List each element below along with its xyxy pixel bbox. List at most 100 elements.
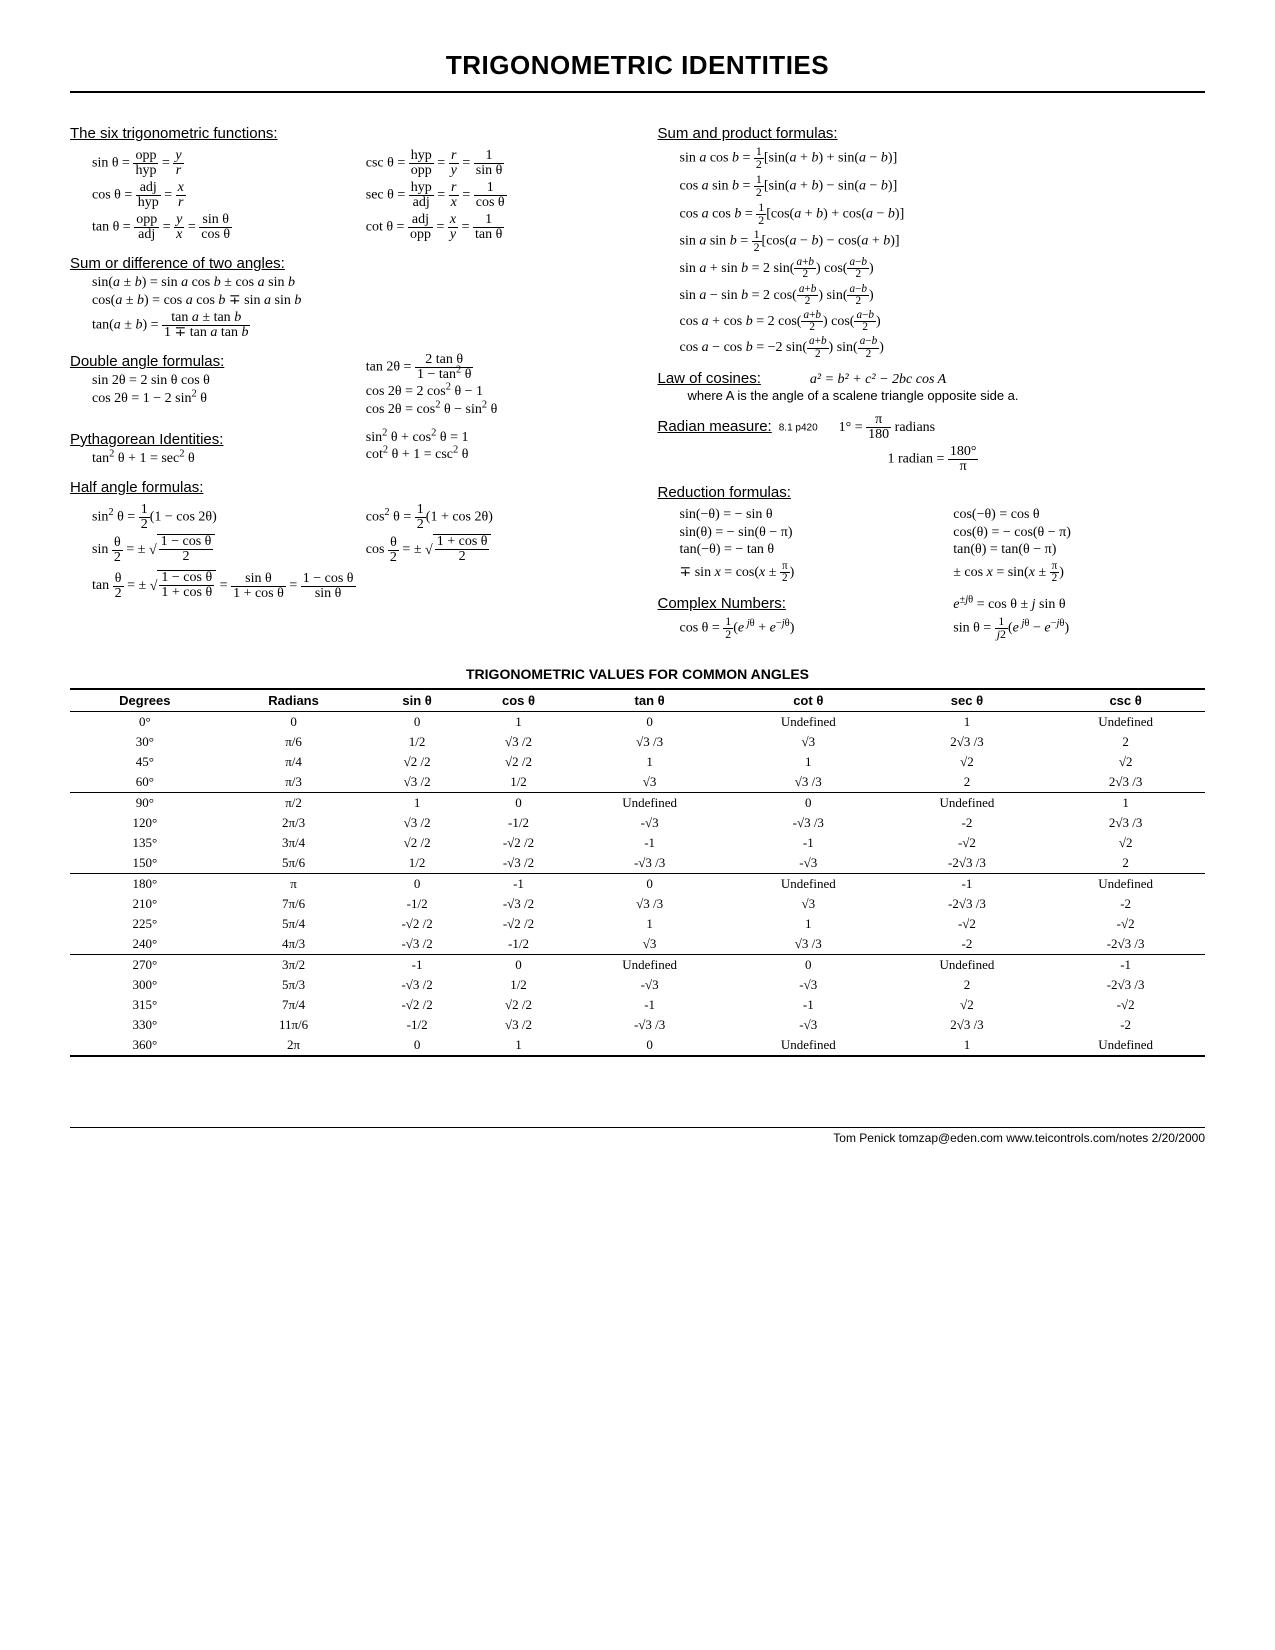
table-cell: √3 [729,732,888,752]
table-cell: √3 /2 [467,732,571,752]
table-cell: 0 [467,955,571,976]
eq-law-cos: a² = b² + c² − 2bc cos A [810,372,946,387]
section-six-functions: The six trigonometric functions: [70,125,618,142]
table-cell: 2√3 /3 [1046,813,1205,833]
radian-ref: 8.1 p420 [779,423,818,434]
eq-sin-half: sin θ2 = ± 1 − cos θ2 [92,535,344,565]
table-cell: 1 [729,752,888,772]
section-double: Double angle formulas: [70,353,344,370]
table-cell: √2 /2 [467,995,571,1015]
table-cell: 11π/6 [220,1015,368,1035]
table-cell: -√3 /2 [467,894,571,914]
table-cell: -1 [367,955,466,976]
table-header: tan θ [570,689,729,712]
table-cell: -√2 [1046,995,1205,1015]
eq-cos-apb: cos(a ± b) = cos a cos b ∓ sin a sin b [92,294,618,309]
table-cell: Undefined [570,793,729,814]
eq-rad-to-deg: 1 radian = 180°π [888,445,1206,474]
table-cell: π/3 [220,772,368,793]
table-cell: -2 [888,813,1047,833]
table-cell: 150° [70,853,220,874]
section-sum-diff: Sum or difference of two angles: [70,255,618,272]
table-cell: π/6 [220,732,368,752]
table-cell: -1 [729,995,888,1015]
eq-sin: sin θ = opphyp = yr [92,149,344,178]
table-cell: π/2 [220,793,368,814]
table-cell: 2√3 /3 [888,1015,1047,1035]
table-cell: -√3 /3 [570,853,729,874]
eq-tan-apb: tan(a ± b) = tan a ± tan b1 ∓ tan a tan … [92,311,618,340]
eq-red3: tan(−θ) = − tan θ [680,543,932,558]
table-cell: √2 /2 [367,752,466,772]
eq-sin2-cos2: sin2 θ + cos2 θ = 1 [366,431,618,446]
eq-cos2t-c: cos 2θ = cos2 θ − sin2 θ [366,403,618,418]
table-cell: 0° [70,712,220,733]
eq-cot: cot θ = adjopp = xy = 1tan θ [366,213,618,242]
table-cell: -√3 /3 [729,813,888,833]
eq-tan-half: tan θ2 = ± 1 − cos θ1 + cos θ = sin θ1 +… [92,571,618,601]
right-column: Sum and product formulas: sin a cos b = … [658,115,1206,644]
table-row: 45°π/4√2 /2√2 /211√2√2 [70,752,1205,772]
eq-sp3: cos a cos b = 12[cos(a + b) + cos(a − b)… [680,202,1206,227]
eq-cos-half: cos θ2 = ± 1 + cos θ2 [366,535,618,565]
table-cell: -√3 /2 [367,934,466,955]
eq-sp2: cos a sin b = 12[sin(a + b) − sin(a − b)… [680,174,1206,199]
table-cell: 2 [888,975,1047,995]
table-cell: 45° [70,752,220,772]
table-cell: √3 /2 [367,813,466,833]
table-cell: -1/2 [467,934,571,955]
eq-euler: e±jθ = cos θ ± j sin θ [953,598,1205,613]
left-column: The six trigonometric functions: sin θ =… [70,115,618,644]
table-cell: √2 [1046,833,1205,853]
table-cell: 3π/2 [220,955,368,976]
table-cell: 1/2 [467,772,571,793]
table-row: 360°2π010Undefined1Undefined [70,1035,1205,1056]
table-cell: 135° [70,833,220,853]
section-complex: Complex Numbers: [658,595,786,612]
table-row: 210°7π/6-1/2-√3 /2√3 /3√3-2√3 /3-2 [70,894,1205,914]
table-row: 135°3π/4√2 /2-√2 /2-1-1-√2√2 [70,833,1205,853]
eq-sp4: sin a sin b = 12[cos(a − b) − cos(a + b)… [680,229,1206,254]
table-cell: -√2 /2 [467,833,571,853]
table-cell: -2 [888,934,1047,955]
table-cell: -√2 /2 [467,914,571,934]
eq-red1: sin(−θ) = − sin θ [680,508,932,523]
table-cell: Undefined [888,955,1047,976]
table-cell: 210° [70,894,220,914]
table-cell: -1 [888,874,1047,895]
table-cell: √3 /3 [570,732,729,752]
table-cell: √3 [570,934,729,955]
table-cell: -√3 [570,813,729,833]
table-cell: 1 [570,914,729,934]
eq-red5: cos(−θ) = cos θ [953,508,1205,523]
eq-csc: csc θ = hypopp = ry = 1sin θ [366,149,618,178]
eq-tan2-1: tan2 θ + 1 = sec2 θ [92,452,344,467]
table-cell: π [220,874,368,895]
eq-red8: ± cos x = sin(x ± π2) [953,561,1205,584]
eq-sp1: sin a cos b = 12[sin(a + b) + sin(a − b)… [680,146,1206,171]
eq-red7: tan(θ) = tan(θ − π) [953,543,1205,558]
table-cell: -1 [570,995,729,1015]
table-cell: -√3 [729,853,888,874]
eq-sp8: cos a − cos b = −2 sin(a+b2) sin(a−b2) [680,336,1206,359]
table-cell: Undefined [729,874,888,895]
table-cell: 2π [220,1035,368,1056]
eq-sp7: cos a + cos b = 2 cos(a+b2) cos(a−b2) [680,310,1206,333]
table-cell: 90° [70,793,220,814]
table-cell: 5π/6 [220,853,368,874]
table-cell: 315° [70,995,220,1015]
eq-red4: ∓ sin x = cos(x ± π2) [680,561,932,584]
eq-sin2-half: sin2 θ = 12(1 − cos 2θ) [92,503,344,532]
table-cell: 0 [220,712,368,733]
table-cell: √3 [729,894,888,914]
table-cell: Undefined [729,1035,888,1056]
table-cell: 1 [467,712,571,733]
table-cell: 2√3 /3 [1046,772,1205,793]
table-cell: 3π/4 [220,833,368,853]
table-cell: 7π/6 [220,894,368,914]
table-row: 30°π/61/2√3 /2√3 /3√32√3 /32 [70,732,1205,752]
table-cell: 5π/4 [220,914,368,934]
table-cell: Undefined [1046,712,1205,733]
table-cell: -1 [729,833,888,853]
table-cell: √3 /2 [367,772,466,793]
